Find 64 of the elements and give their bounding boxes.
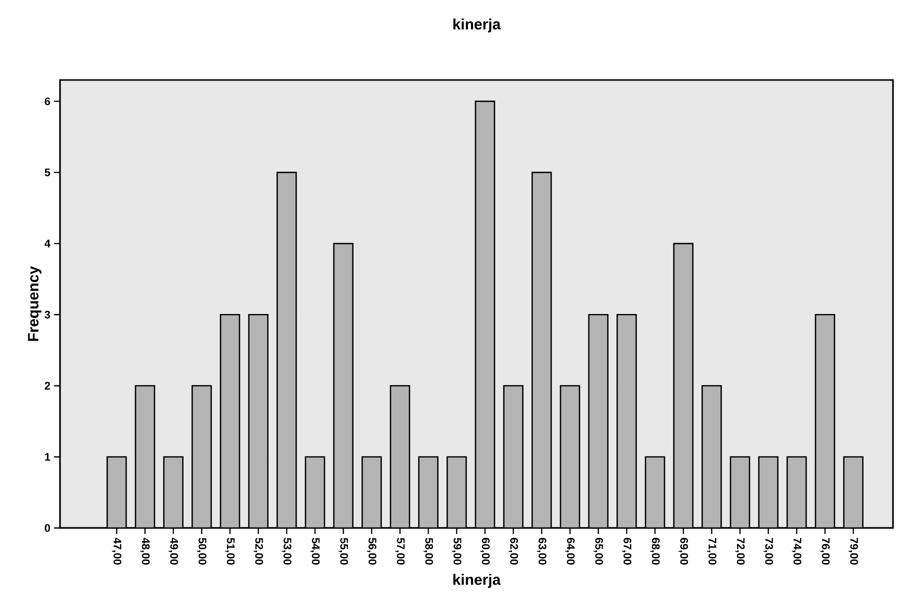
x-tick-label: 68,00 xyxy=(650,538,660,565)
x-tick-label: 71,00 xyxy=(706,538,716,565)
x-tick-label: 76,00 xyxy=(820,538,830,565)
bar xyxy=(248,314,268,528)
x-tick-label: 52,00 xyxy=(254,538,264,565)
bar xyxy=(702,386,722,528)
x-tick-label: 48,00 xyxy=(140,538,150,565)
bar xyxy=(447,456,466,528)
bar xyxy=(362,456,382,528)
bar xyxy=(390,386,410,528)
y-tick-label: 3 xyxy=(44,310,50,319)
x-tick-label: 59,00 xyxy=(452,538,462,565)
bar xyxy=(107,456,126,528)
x-tick-label: 53,00 xyxy=(282,538,292,565)
y-tick-label: 1 xyxy=(45,453,50,461)
bar xyxy=(674,244,693,528)
x-tick-label: 57,00 xyxy=(395,538,405,565)
x-tick-label: 55,00 xyxy=(338,538,348,565)
y-axis-title: Frequency xyxy=(28,266,42,341)
bar xyxy=(418,456,438,528)
bar xyxy=(617,314,636,528)
bar xyxy=(787,456,806,528)
bar xyxy=(758,456,778,528)
x-tick-label: 56,00 xyxy=(366,538,376,565)
bar xyxy=(560,386,580,528)
x-tick-label: 47,00 xyxy=(112,538,122,565)
bar xyxy=(730,456,750,528)
y-tick-label: 0 xyxy=(44,524,50,532)
x-tick-label: 73,00 xyxy=(764,538,774,565)
x-tick-label: 69,00 xyxy=(678,538,688,565)
bar xyxy=(843,456,864,528)
bar xyxy=(504,386,523,528)
x-tick-label: 63,00 xyxy=(536,538,546,565)
bar xyxy=(136,386,155,528)
bar xyxy=(192,386,212,528)
bar xyxy=(220,314,240,528)
x-tick-label: 60,00 xyxy=(480,538,490,565)
bar xyxy=(334,244,353,528)
x-tick-label: 54,00 xyxy=(310,538,320,565)
bar xyxy=(164,456,183,528)
bar xyxy=(306,456,325,528)
x-tick-label: 49,00 xyxy=(168,538,178,565)
chart-title: kinerja xyxy=(453,18,501,32)
x-tick-label: 72,00 xyxy=(735,538,745,565)
bar xyxy=(588,314,608,528)
x-tick-label: 64,00 xyxy=(565,538,575,565)
bar xyxy=(646,456,664,528)
y-tick-label: 4 xyxy=(44,240,50,248)
x-tick-label: 51,00 xyxy=(225,538,235,565)
bar xyxy=(476,101,495,528)
x-tick-label: 65,00 xyxy=(594,538,604,565)
y-tick-label: 2 xyxy=(44,382,50,390)
x-tick-label: 79,00 xyxy=(848,538,858,565)
x-tick-label: 58,00 xyxy=(424,538,434,565)
y-tick-label: 6 xyxy=(44,97,50,106)
x-tick-label: 74,00 xyxy=(792,538,802,565)
bar xyxy=(532,172,552,528)
y-tick-label: 5 xyxy=(44,168,50,176)
bar xyxy=(277,172,296,528)
x-tick-label: 62,00 xyxy=(508,538,518,565)
x-tick-label: 67,00 xyxy=(622,538,632,565)
bar xyxy=(816,314,834,528)
x-axis-title: kinerja xyxy=(453,574,501,588)
x-tick-label: 50,00 xyxy=(196,538,206,565)
